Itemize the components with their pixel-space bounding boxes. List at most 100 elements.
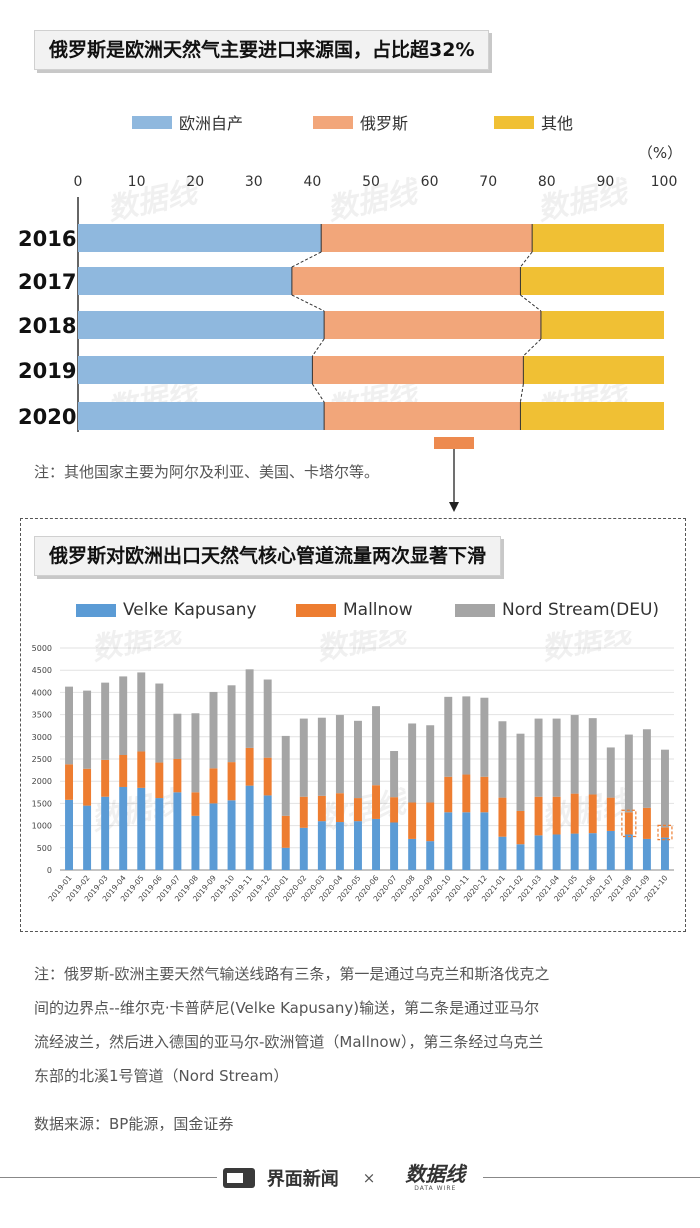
column-segment [462, 696, 471, 775]
column-segment [119, 755, 128, 787]
y-tick-label: 2500 [32, 755, 52, 764]
column-segment [660, 837, 669, 870]
column-segment [588, 833, 597, 870]
column-segment [317, 821, 326, 870]
watermark: 数据线 [313, 630, 412, 668]
partner-name: 数据线 [399, 1164, 472, 1184]
column-segment [480, 812, 489, 870]
legend-label: Velke Kapusany [123, 600, 257, 620]
brand-logo-icon [222, 1168, 255, 1188]
column-segment [516, 844, 525, 870]
connector-line [291, 251, 322, 268]
column-segment [444, 812, 453, 870]
column-segment [390, 797, 399, 823]
column-segment [642, 838, 651, 870]
legend-swatch [494, 115, 534, 129]
chart2-legend-velke: Velke Kapusany [76, 600, 257, 620]
chart1-unit-label: （%） [638, 144, 682, 162]
column-segment [191, 792, 200, 816]
x-tick-label: 70 [479, 174, 497, 190]
connector-arrow [434, 437, 474, 512]
bar-segment [78, 402, 325, 430]
column-segment [101, 796, 110, 870]
highlight-box [657, 824, 673, 841]
chart2-frame [20, 518, 686, 932]
column-segment [209, 691, 218, 769]
column-segment [353, 821, 362, 870]
column-segment [660, 827, 669, 838]
column-segment [498, 721, 507, 798]
column-segment [462, 812, 471, 870]
column-segment [335, 793, 344, 823]
column-segment [65, 764, 74, 800]
column-segment [462, 774, 471, 813]
watermark: 数据线 [104, 174, 203, 228]
column-segment [281, 735, 290, 816]
column-segment [281, 847, 290, 870]
column-segment [498, 836, 507, 870]
column-segment [263, 757, 272, 796]
x-tick-label: 20 [186, 174, 204, 190]
column-segment [263, 679, 272, 758]
y-tick-label: 4500 [32, 666, 52, 675]
column-segment [299, 827, 308, 870]
column-segment [137, 751, 146, 788]
bar-segment [532, 224, 664, 252]
column-segment [444, 776, 453, 813]
column-segment [480, 697, 489, 777]
connector-marker [434, 437, 474, 449]
column-segment [209, 803, 218, 870]
x-tick-label: 60 [421, 174, 439, 190]
column-segment [245, 747, 254, 786]
bar-segment [78, 356, 313, 384]
brand-name: 界面新闻 [260, 1165, 345, 1191]
column-segment [606, 830, 615, 870]
column-segment [588, 718, 597, 795]
column-segment [227, 685, 236, 763]
footer: 界面新闻 × 数据线 DATA WIRE [0, 1164, 700, 1192]
chart2-note-line-3: 流经波兰，然后进入德国的亚马尔-欧洲管道（Mallnow），第三条经过乌克兰 [34, 1033, 544, 1051]
category-label: 2018 [18, 314, 76, 338]
column-segment [372, 706, 381, 786]
y-tick-label: 0 [47, 866, 52, 875]
column-segment [408, 838, 417, 870]
column-segment [173, 759, 182, 793]
x-tick-label: 90 [596, 174, 614, 190]
connector-line [520, 294, 542, 312]
legend-swatch [132, 115, 172, 129]
column-segment [137, 672, 146, 752]
column-segment [299, 796, 308, 828]
chart2-title: 俄罗斯对欧洲出口天然气核心管道流量两次显著下滑 [34, 536, 502, 576]
chart2-stacked-column-chart: 0 500 1000 1500 2000 2500 3000 3500 4000 4500 5000… [32, 630, 674, 903]
column-segment [83, 805, 92, 870]
column-segment [606, 797, 615, 831]
column-segment [642, 807, 651, 839]
legend-label: 其他 [541, 114, 574, 133]
column-segment [101, 682, 110, 760]
connector-line [519, 383, 524, 403]
column-segment [570, 715, 579, 794]
column-segment [65, 799, 74, 870]
column-segment [83, 768, 92, 806]
column-segment [480, 776, 489, 813]
highlight-box [621, 809, 637, 838]
column-segment [155, 683, 164, 763]
watermark: 数据线 [324, 174, 423, 228]
x-tick-label: 50 [362, 174, 380, 190]
column-segment [516, 733, 525, 811]
column-segment [245, 669, 254, 748]
partner-logo: 数据线 DATA WIRE [393, 1164, 478, 1192]
legend-swatch [313, 115, 353, 129]
column-segment [101, 759, 110, 797]
legend-label: 俄罗斯 [360, 114, 409, 133]
chart2-legend-mallnow: Mallnow [296, 600, 413, 620]
column-segment [426, 802, 435, 842]
column-segment [245, 785, 254, 870]
x-tick-label: 40 [303, 174, 321, 190]
column-segment [119, 786, 128, 870]
column-segment [191, 713, 200, 793]
legend-label: Mallnow [343, 600, 413, 620]
column-segment [281, 815, 290, 848]
chart1-title: 俄罗斯是欧洲天然气主要进口来源国，占比超32% [34, 30, 490, 70]
column-segment [317, 795, 326, 822]
